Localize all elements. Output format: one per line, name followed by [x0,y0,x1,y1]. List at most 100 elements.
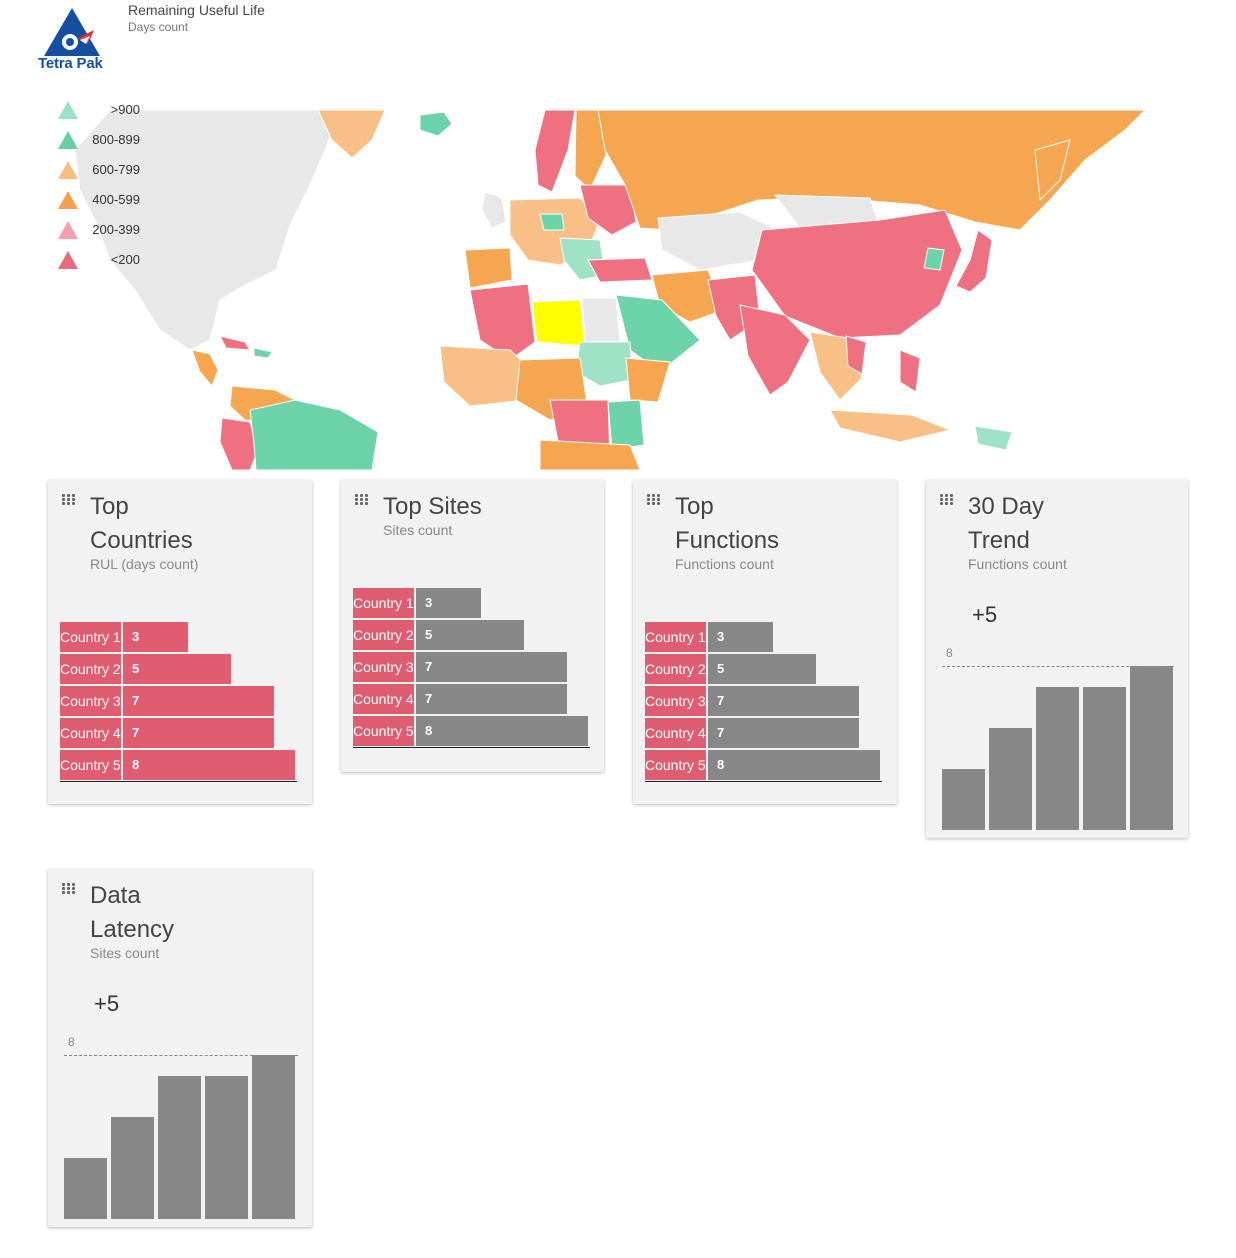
drag-handle-icon[interactable] [62,494,76,506]
map-region-brazil[interactable] [249,399,379,470]
trend-bar[interactable] [942,768,985,830]
bar-axis-line [645,781,882,782]
drag-handle-icon[interactable] [647,494,661,506]
bar-value-label: 3 [425,595,433,610]
trend-bar[interactable] [111,1116,154,1219]
legend-triangle-icon [58,131,78,149]
bar-row[interactable]: Country 5 8 [353,716,593,746]
bar-row[interactable]: Country 1 3 [645,622,885,652]
bar[interactable] [708,686,859,716]
bar-row[interactable]: Country 2 5 [645,654,885,684]
bar-row[interactable]: Country 1 3 [353,588,593,618]
bar-row[interactable]: Country 4 7 [60,718,300,748]
legend-triangle-icon [58,101,78,119]
card-subtitle: Sites count [90,945,160,961]
map-region-uk[interactable] [481,191,507,229]
bar[interactable] [416,652,567,682]
legend-triangle-icon [58,191,78,209]
bar-value-label: 7 [717,693,725,708]
map-region-indonesia[interactable] [829,409,952,443]
map-region-eastern-europe[interactable] [579,184,637,236]
reference-line-label: 8 [68,1035,75,1049]
bar-axis-line [60,781,297,782]
bar-list: Country 1 3 Country 2 5 Country 3 7 Country 4 7… [60,622,300,782]
trend-bar[interactable] [1083,686,1126,830]
map-region-iceland[interactable] [419,111,453,137]
bar-axis-line [353,747,590,748]
map-region-finland[interactable] [574,110,607,191]
map-region-algeria[interactable] [469,283,536,361]
map-region-central-europe[interactable] [539,213,565,231]
bar-row[interactable]: Country 3 7 [645,686,885,716]
bar[interactable] [123,718,274,748]
map-region-libya[interactable] [531,299,586,347]
bar-value-label: 8 [425,723,433,738]
bar-row[interactable]: Country 2 5 [60,654,300,684]
map-region-korea[interactable] [923,247,945,271]
map-region-horn-of-africa[interactable] [625,357,671,403]
map-region-japan[interactable] [955,229,993,293]
map-region-turkey[interactable] [587,257,653,283]
map-region-vietnam[interactable] [845,335,867,375]
drag-handle-icon[interactable] [355,494,369,506]
bar-row[interactable]: Country 1 3 [60,622,300,652]
map-region-southern-africa[interactable] [539,439,641,470]
bar[interactable] [416,620,524,650]
bar[interactable] [708,750,880,780]
map-region-peru[interactable] [219,417,259,470]
trend-bar[interactable] [1130,666,1173,830]
bar-row[interactable]: Country 4 7 [353,684,593,714]
bar-row[interactable]: Country 3 7 [353,652,593,682]
bar-row[interactable]: Country 2 5 [353,620,593,650]
legend-item: >900 [56,100,176,124]
bar[interactable] [416,716,588,746]
world-map[interactable] [40,110,1200,470]
trend-bar[interactable] [158,1075,201,1219]
legend-label: 800-899 [92,132,140,147]
map-region-saudi-arabia[interactable] [615,294,701,373]
trend-delta: +5 [94,991,120,1016]
trend-bar[interactable] [1036,686,1079,830]
bar[interactable] [708,622,773,652]
bar[interactable] [123,622,188,652]
trend-bar[interactable] [64,1157,107,1219]
map-region-kamchatka[interactable] [1034,139,1071,202]
map-region-egypt[interactable] [581,297,621,347]
trend-bar[interactable] [252,1055,295,1219]
map-region-china[interactable] [751,209,963,339]
bar[interactable] [123,686,274,716]
bar[interactable] [708,654,816,684]
bar[interactable] [123,750,295,780]
bar-category-label: Country 4 [645,718,706,748]
map-region-east-africa[interactable] [607,399,645,451]
legend-item: 400-599 [56,190,176,214]
bar-row[interactable]: Country 5 8 [60,750,300,780]
drag-handle-icon[interactable] [940,494,954,506]
legend-label: 600-799 [92,162,140,177]
map-region-greenland[interactable] [317,110,386,159]
map-region-mexico[interactable] [191,349,219,387]
bar[interactable] [416,684,567,714]
map-region-iberia[interactable] [464,247,513,289]
card-title: 30 Day Trend [968,493,1045,554]
map-region-north-america[interactable] [74,110,341,351]
bar-category-label: Country 2 [60,654,121,684]
map-region-philippines[interactable] [899,349,921,393]
bar-row[interactable]: Country 4 7 [645,718,885,748]
map-region-caribbean-2[interactable] [253,347,273,359]
drag-handle-icon[interactable] [62,883,76,895]
map-region-caribbean[interactable] [219,335,251,351]
card-subtitle: Functions count [675,556,774,572]
bar[interactable] [123,654,231,684]
bar-value-label: 3 [132,629,140,644]
map-region-scandinavia[interactable] [534,110,576,193]
bar[interactable] [708,718,859,748]
trend-bar[interactable] [989,727,1032,830]
trend-bar[interactable] [205,1075,248,1219]
map-region-sudan[interactable] [575,341,633,387]
bar-row[interactable]: Country 5 8 [645,750,885,780]
map-region-papua[interactable] [974,425,1013,451]
bar-row[interactable]: Country 3 7 [60,686,300,716]
bar[interactable] [416,588,481,618]
map-region-india[interactable] [739,304,811,396]
